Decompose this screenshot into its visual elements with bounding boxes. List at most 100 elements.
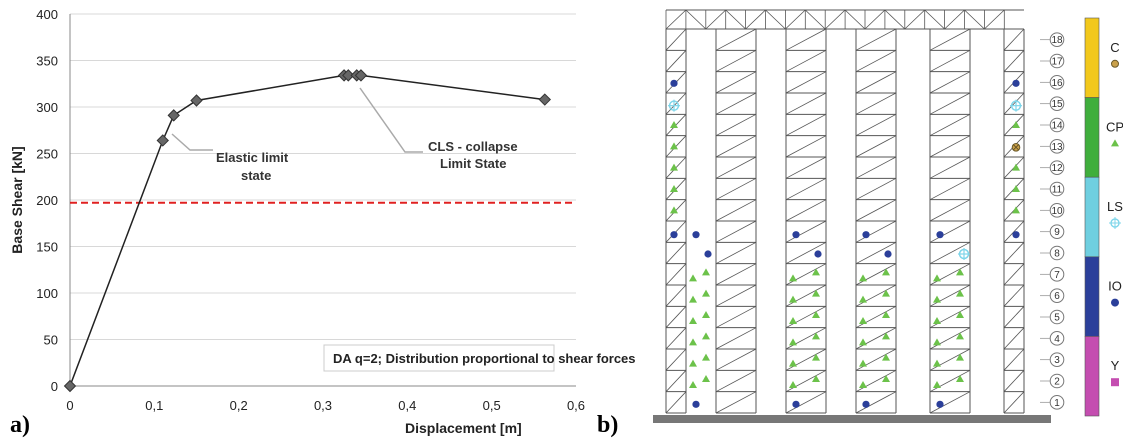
- hinge-cp-marker: [670, 163, 678, 171]
- frame-member: [855, 135, 897, 158]
- story-label: 7: [1040, 267, 1065, 282]
- hinge-cp-marker: [789, 338, 797, 346]
- hinge-cp-marker: [670, 142, 678, 150]
- frame-member: [685, 9, 707, 30]
- hinge-cp-marker: [882, 375, 890, 382]
- x-tick-label: 0,4: [398, 398, 416, 413]
- frame-member: [715, 28, 757, 51]
- hinge-cp-marker: [689, 317, 697, 324]
- frame-member: [855, 28, 897, 51]
- svg-text:15: 15: [1051, 99, 1063, 110]
- frame-member: [864, 9, 886, 30]
- frame-member: [715, 263, 757, 286]
- legend-label: CP: [1106, 119, 1123, 134]
- hinge-io-marker: [1012, 79, 1020, 87]
- note-box: [323, 344, 555, 372]
- data-point: [342, 69, 355, 82]
- hinge-cp-marker: [702, 268, 710, 276]
- legend-color-segment: [1084, 336, 1100, 417]
- svg-text:2: 2: [1054, 377, 1060, 388]
- hinge-io-marker: [792, 400, 800, 408]
- legend-marker: [1111, 139, 1119, 147]
- hinge-cp-marker: [670, 121, 678, 128]
- data-point: [63, 379, 77, 393]
- plastic-hinges: [668, 79, 1022, 408]
- hinge-ls-marker: [958, 248, 970, 260]
- legend-marker: [1111, 378, 1119, 387]
- frame-member: [855, 113, 897, 137]
- hinge-cp-marker: [859, 295, 867, 303]
- data-point: [190, 94, 203, 107]
- hinge-io-marker: [884, 250, 892, 258]
- frame-member: [665, 50, 687, 72]
- hinge-io-marker: [692, 400, 700, 408]
- frame-member: [785, 113, 827, 137]
- hinge-io-marker: [862, 400, 870, 408]
- frame-member: [665, 391, 687, 414]
- frame-member: [904, 9, 925, 30]
- frame-member: [715, 391, 757, 414]
- frame-member: [665, 327, 687, 350]
- hinge-cp-marker: [933, 359, 941, 367]
- frame-member: [929, 284, 971, 307]
- panel-label-a: a): [10, 412, 30, 438]
- svg-text:10: 10: [1051, 206, 1063, 217]
- hinge-cp-marker: [882, 332, 890, 340]
- data-points: [63, 69, 552, 393]
- frame-member: [1003, 370, 1025, 392]
- svg-text:11: 11: [1052, 185, 1063, 196]
- hinge-cp-marker: [689, 381, 697, 388]
- frame-member: [765, 9, 786, 30]
- frame-member: [745, 9, 766, 30]
- hinge-io-marker: [936, 231, 944, 239]
- frame-member: [855, 156, 897, 179]
- frame-member: [929, 241, 971, 265]
- frame-member: [855, 71, 897, 94]
- frame-member: [929, 71, 971, 94]
- frame-member: [665, 348, 687, 371]
- frame-member: [715, 305, 757, 329]
- frame-member: [855, 92, 897, 115]
- hinge-cp-marker: [933, 274, 941, 282]
- annotation-leader-elastic: [171, 133, 213, 151]
- svg-text:6: 6: [1054, 291, 1060, 302]
- frame-member: [1003, 28, 1025, 51]
- frame-member: [785, 199, 827, 222]
- data-point: [538, 93, 552, 106]
- frame-member: [844, 9, 866, 30]
- hinge-io-marker: [670, 79, 678, 87]
- hinge-cp-marker: [812, 268, 820, 276]
- hinge-cp-marker: [812, 311, 820, 318]
- frame-member: [715, 71, 757, 94]
- hinge-cp-marker: [789, 274, 797, 282]
- data-point: [156, 134, 169, 147]
- story-label: 5: [1040, 309, 1065, 325]
- svg-text:14: 14: [1051, 121, 1063, 132]
- frame-member: [665, 306, 687, 328]
- frame-member: [715, 284, 757, 307]
- story-label: 9: [1040, 224, 1065, 239]
- hinge-cp-marker: [859, 359, 867, 367]
- svg-text:16: 16: [1051, 78, 1063, 89]
- x-tick-label: 0,5: [483, 398, 501, 413]
- legend-label: LS: [1107, 199, 1123, 214]
- hinge-cp-marker: [956, 289, 964, 297]
- hinge-cp-marker: [882, 268, 890, 276]
- frame-member: [1003, 391, 1025, 414]
- legend-color-segment: [1084, 97, 1100, 178]
- frame-member: [855, 220, 897, 243]
- annotation-cls-line2: Limit State: [440, 156, 506, 171]
- y-tick-labels: 0 50 100 150 200 250 300 350 400: [36, 7, 58, 394]
- frame-member: [715, 199, 757, 222]
- story-label: 6: [1040, 288, 1065, 303]
- frame-member: [715, 177, 757, 201]
- frame-member: [785, 135, 827, 158]
- frame-member: [665, 28, 687, 51]
- hinge-cp-marker: [689, 274, 697, 282]
- note-text: DA q=2; Distribution proportional to she…: [333, 351, 636, 366]
- frame-member: [785, 28, 827, 51]
- hinge-cp-marker: [1012, 185, 1020, 192]
- story-label: 11: [1040, 181, 1065, 197]
